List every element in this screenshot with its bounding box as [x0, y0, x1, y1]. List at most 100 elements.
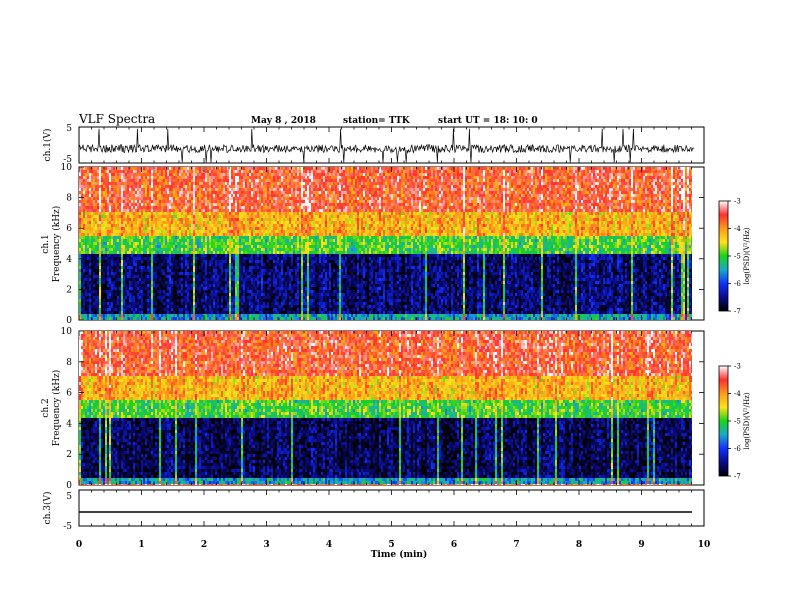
spectrogram-cell	[195, 233, 197, 236]
spectrogram-cell	[103, 257, 105, 260]
spectrogram-cell	[219, 287, 221, 290]
spectrogram-cell	[105, 215, 107, 218]
spectrogram-cell	[145, 311, 147, 314]
spectrogram-cell	[247, 221, 249, 224]
spectrogram-cell	[225, 197, 227, 200]
spectrogram-cell	[221, 269, 223, 272]
spectrogram-cell	[87, 299, 89, 302]
spectrogram-cell	[213, 185, 215, 188]
spectrogram-cell	[125, 257, 127, 260]
spectrogram-cell	[167, 314, 169, 317]
spectrogram-cell	[221, 242, 223, 245]
spectrogram-cell	[173, 194, 175, 197]
spectrogram-cell	[237, 248, 239, 251]
spectrogram-cell	[225, 215, 227, 218]
spectrogram-cell	[115, 236, 117, 239]
spectrogram-cell	[115, 311, 117, 314]
spectrogram-cell	[193, 209, 195, 212]
spectrogram-cell	[249, 203, 251, 206]
spectrogram-cell	[209, 248, 211, 251]
spectrogram-cell	[197, 233, 199, 236]
spectrogram-cell	[225, 311, 227, 314]
spectrogram-cell	[175, 299, 177, 302]
spectrogram-cell	[189, 227, 191, 230]
spectrogram-cell	[143, 260, 145, 263]
spectrogram-cell	[83, 242, 85, 245]
spectrogram-cell	[85, 218, 87, 221]
spectrogram-cell	[241, 287, 243, 290]
spectrogram-cell	[265, 212, 267, 215]
spectrogram-cell	[89, 296, 91, 299]
spectrogram-cell	[267, 194, 269, 197]
spectrogram-cell	[163, 224, 165, 227]
spectrogram-cell	[91, 266, 93, 269]
spectrogram-cell	[101, 191, 103, 194]
spectrogram-cell	[119, 260, 121, 263]
spectrogram-cell	[157, 251, 159, 254]
spectrogram-cell	[89, 254, 91, 257]
spectrogram-cell	[89, 257, 91, 260]
spectrogram-cell	[147, 203, 149, 206]
spectrogram-cell	[205, 275, 207, 278]
spectrogram-cell	[187, 263, 189, 266]
spectrogram-cell	[237, 254, 239, 257]
spectrogram-cell	[241, 191, 243, 194]
spectrogram-cell	[219, 176, 221, 179]
spectrogram-cell	[233, 272, 235, 275]
spectrogram-cell	[81, 206, 83, 209]
spectrogram-cell	[127, 209, 129, 212]
spectrogram-cell	[83, 212, 85, 215]
spectrogram-cell	[197, 242, 199, 245]
spectrogram-cell	[147, 215, 149, 218]
spectrogram-cell	[159, 233, 161, 236]
spectrogram-cell	[131, 224, 133, 227]
spectrogram-cell	[177, 284, 179, 287]
spectrogram-cell	[109, 296, 111, 299]
spectrogram-cell	[113, 278, 115, 281]
spectrogram-cell	[209, 257, 211, 260]
spectrogram-cell	[203, 212, 205, 215]
spectrogram-cell	[217, 251, 219, 254]
spectrogram-cell	[219, 227, 221, 230]
spectrogram-cell	[253, 296, 255, 299]
spectrogram-cell	[215, 293, 217, 296]
spectrogram-cell	[109, 242, 111, 245]
spectrogram-cell	[81, 176, 83, 179]
spectrogram-cell	[195, 272, 197, 275]
spectrogram-cell	[181, 266, 183, 269]
spectrogram-cell	[155, 230, 157, 233]
spectrogram-cell	[117, 203, 119, 206]
spectrogram-cell	[153, 278, 155, 281]
spectrogram-cell	[123, 263, 125, 266]
spectrogram-cell	[149, 197, 151, 200]
spectrogram-cell	[201, 284, 203, 287]
spectrogram-cell	[119, 194, 121, 197]
spectrogram-cell	[253, 251, 255, 254]
spectrogram-cell	[213, 227, 215, 230]
spectrogram-cell	[87, 263, 89, 266]
spectrogram-cell	[133, 170, 135, 173]
spectrogram-cell	[99, 182, 101, 185]
spectrogram-cell	[239, 167, 241, 170]
spectrogram-cell	[105, 263, 107, 266]
spectrogram-cell	[95, 236, 97, 239]
spectrogram-cell	[153, 203, 155, 206]
spectrogram-cell	[161, 308, 163, 311]
spectrogram-cell	[211, 311, 213, 314]
spectrogram-cell	[171, 260, 173, 263]
spectrogram-cell	[205, 221, 207, 224]
spectrogram-cell	[147, 299, 149, 302]
spectrogram-cell	[81, 203, 83, 206]
spectrogram-cell	[207, 278, 209, 281]
spectrogram-cell	[233, 188, 235, 191]
spectrogram-cell	[99, 212, 101, 215]
spectrogram-cell	[147, 185, 149, 188]
spectrogram-cell	[95, 221, 97, 224]
spectrogram-cell	[223, 281, 225, 284]
spectrogram-cell	[171, 269, 173, 272]
spectrogram-cell	[155, 221, 157, 224]
spectrogram-cell	[241, 293, 243, 296]
spectrogram-cell	[155, 227, 157, 230]
spectrogram-cell	[265, 251, 267, 254]
